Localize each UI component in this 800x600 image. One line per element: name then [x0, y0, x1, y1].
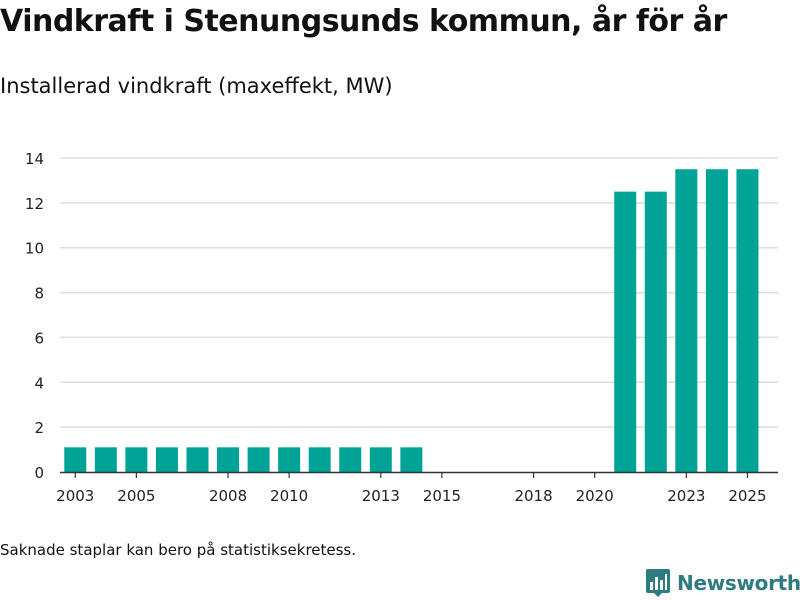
bar-2004[interactable]: [94, 447, 117, 472]
bar-2007[interactable]: [186, 447, 209, 472]
chart-subtitle: Installerad vindkraft (maxeffekt, MW): [0, 74, 393, 98]
bar-2023[interactable]: [675, 169, 698, 472]
bar-2010[interactable]: [278, 447, 301, 472]
y-tick-label: 6: [34, 329, 44, 347]
bar-2014[interactable]: [400, 447, 423, 472]
y-tick-label: 2: [34, 419, 44, 437]
bar-2024[interactable]: [705, 169, 728, 472]
bar-2006[interactable]: [155, 447, 178, 472]
y-tick-label: 12: [25, 195, 44, 213]
y-tick-label: 8: [34, 285, 44, 303]
x-tick-label: 2018: [514, 487, 552, 505]
brand-logo[interactable]: Newsworthy: [645, 568, 800, 598]
grid-lines: [60, 157, 778, 428]
y-tick-label: 0: [34, 464, 44, 482]
bar-2005[interactable]: [125, 447, 148, 472]
bar-2013[interactable]: [369, 447, 392, 472]
x-tick-label: 2005: [117, 487, 155, 505]
y-tick-label: 10: [25, 240, 44, 258]
y-tick-label: 14: [25, 150, 44, 168]
x-tick-label: 2025: [728, 487, 766, 505]
footnote: Saknade staplar kan bero på statistiksek…: [0, 541, 357, 559]
chart-title: Vindkraft i Stenungsunds kommun, år för …: [0, 4, 727, 39]
x-tick-label: 2008: [209, 487, 247, 505]
y-axis-ticks: 0 2 4 6 8 10 12 14: [25, 150, 44, 482]
bar-2008[interactable]: [217, 447, 240, 472]
bar-chart-logo-icon: [646, 569, 670, 597]
bar-2003[interactable]: [64, 447, 87, 472]
x-tick-label: 2010: [270, 487, 308, 505]
x-tick-label: 2015: [423, 487, 461, 505]
y-tick-label: 4: [34, 374, 44, 392]
bars: [64, 169, 759, 472]
bar-2012[interactable]: [339, 447, 362, 472]
x-tick-label: 2023: [667, 487, 705, 505]
x-tick-label: 2020: [576, 487, 614, 505]
bar-2025[interactable]: [736, 169, 759, 472]
x-tick-label: 2013: [362, 487, 400, 505]
bar-2021[interactable]: [614, 191, 637, 472]
bar-2022[interactable]: [644, 191, 667, 472]
brand-name: Newsworthy: [677, 571, 800, 595]
bar-2011[interactable]: [308, 447, 331, 472]
x-axis-ticks: 2003 2005 2008 2010 2013 2015 2018 2020 2023 2025: [56, 472, 767, 505]
x-tick-label: 2003: [56, 487, 94, 505]
bar-2009[interactable]: [247, 447, 270, 472]
